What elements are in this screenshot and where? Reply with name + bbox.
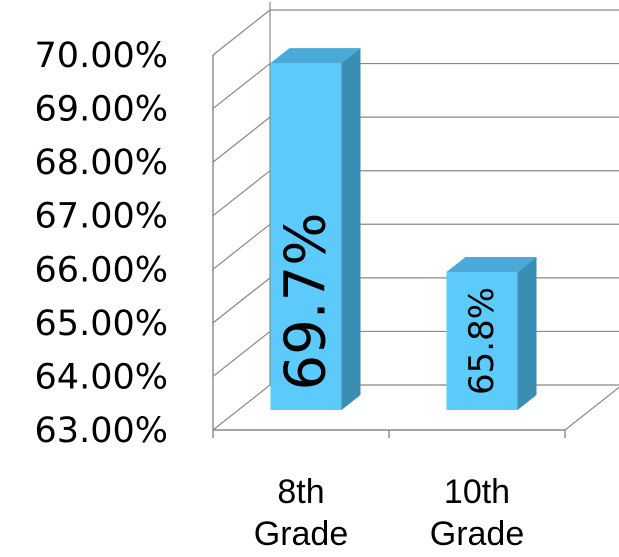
gridline-depth bbox=[212, 63, 271, 110]
category-label: 8th Grade bbox=[254, 473, 349, 553]
gridline-depth bbox=[212, 277, 271, 324]
category-label: 10th Grade bbox=[430, 473, 525, 553]
bar-front bbox=[446, 272, 518, 410]
gridline-depth bbox=[212, 9, 271, 56]
y-tick-label: 66.00% bbox=[35, 250, 168, 290]
y-axis: 70.00% 69.00% 68.00% 67.00% 66.00% 65.00% 64.0… bbox=[35, 36, 168, 451]
gridline-depth bbox=[212, 384, 271, 431]
bar-top bbox=[446, 257, 537, 272]
bar: 65.8% bbox=[446, 257, 537, 410]
data-label: 69.7% bbox=[274, 213, 339, 391]
y-tick-label: 63.00% bbox=[35, 411, 168, 451]
bars: 69.7% 65.8% bbox=[270, 48, 537, 410]
y-tick-label: 69.00% bbox=[35, 90, 168, 130]
y-tick-label: 70.00% bbox=[35, 36, 168, 76]
bar: 69.7% bbox=[270, 48, 361, 410]
y-tick-label: 64.00% bbox=[35, 357, 168, 397]
bar-top bbox=[270, 48, 361, 64]
x-axis: 8th Grade 10th Grade bbox=[254, 473, 525, 553]
y-tick-label: 67.00% bbox=[35, 197, 168, 237]
bar-side bbox=[517, 257, 537, 410]
gridline-depth bbox=[212, 223, 271, 270]
data-label: 65.8% bbox=[462, 287, 502, 395]
bar-front bbox=[270, 63, 342, 410]
y-tick-label: 68.00% bbox=[35, 143, 168, 183]
gridline-depth bbox=[212, 170, 271, 217]
floor-edge bbox=[564, 386, 619, 431]
gridline-depth bbox=[212, 330, 271, 377]
bar-side bbox=[341, 48, 361, 410]
y-tick-label: 65.00% bbox=[35, 304, 168, 344]
gridline-depth bbox=[212, 116, 271, 163]
